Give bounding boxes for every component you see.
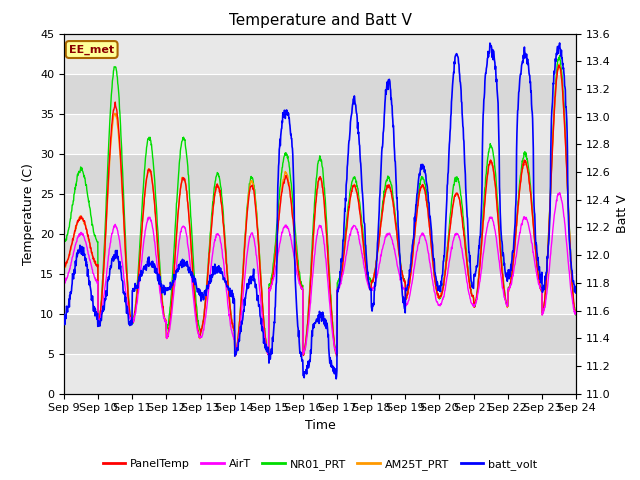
Y-axis label: Batt V: Batt V bbox=[616, 194, 629, 233]
Bar bbox=[64, 73, 576, 114]
Bar bbox=[64, 154, 576, 193]
Bar bbox=[64, 274, 576, 313]
Y-axis label: Temperature (C): Temperature (C) bbox=[22, 163, 35, 264]
Bar bbox=[64, 114, 576, 154]
Bar bbox=[64, 193, 576, 234]
Bar bbox=[64, 34, 576, 73]
X-axis label: Time: Time bbox=[305, 419, 335, 432]
Legend: PanelTemp, AirT, NR01_PRT, AM25T_PRT, batt_volt: PanelTemp, AirT, NR01_PRT, AM25T_PRT, ba… bbox=[98, 455, 542, 474]
Title: Temperature and Batt V: Temperature and Batt V bbox=[228, 13, 412, 28]
Bar bbox=[64, 313, 576, 354]
Text: EE_met: EE_met bbox=[69, 44, 115, 55]
Bar bbox=[64, 234, 576, 274]
Bar bbox=[64, 354, 576, 394]
